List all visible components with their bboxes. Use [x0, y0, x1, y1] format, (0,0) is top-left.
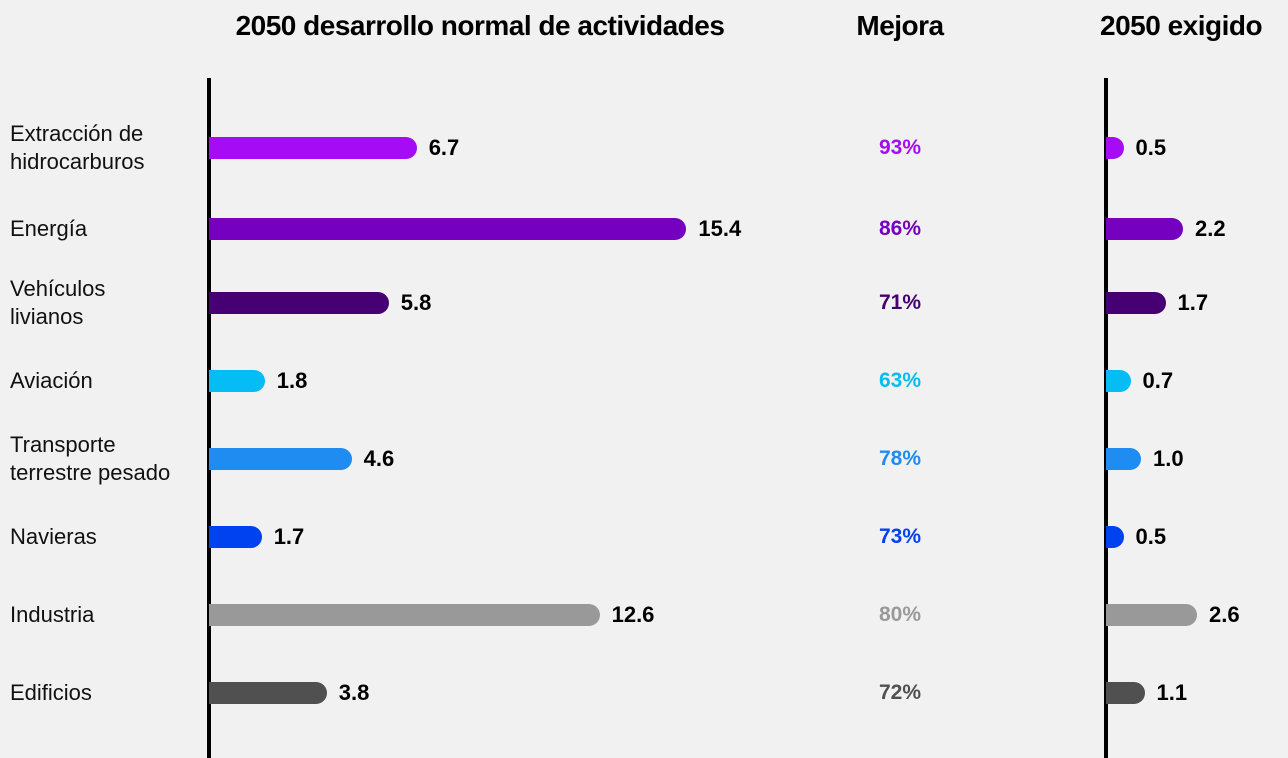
percent-label: 86%	[878, 217, 922, 240]
value-label: 0.7	[1142, 368, 1174, 393]
category-label: Edificios	[10, 680, 92, 705]
value-label: 1.8	[276, 368, 308, 393]
bar	[209, 218, 687, 240]
category-label: Industria	[10, 602, 95, 627]
bar	[1106, 370, 1131, 392]
value-label: 4.6	[363, 446, 395, 471]
percent-label: 73%	[878, 525, 922, 548]
category-label: Transporte terrestre pesado	[10, 432, 171, 485]
bar	[209, 526, 262, 548]
percent-label: 78%	[878, 447, 922, 470]
category-label: Extracción de hidrocarburos	[10, 121, 145, 174]
bar	[1106, 682, 1145, 704]
category-label: Navieras	[10, 524, 97, 549]
bar	[209, 448, 352, 470]
value-label: 1.7	[273, 524, 305, 549]
percent-label: 71%	[878, 291, 922, 314]
bar	[209, 137, 417, 159]
percent-label: 93%	[878, 136, 922, 159]
value-label: 1.1	[1156, 680, 1188, 705]
value-label: 2.6	[1209, 602, 1240, 627]
bar	[1106, 526, 1124, 548]
value-label: 1.0	[1153, 446, 1184, 471]
percent-label: 72%	[878, 681, 922, 704]
category-label: Energía	[10, 216, 88, 241]
value-label: 6.7	[428, 135, 460, 160]
percent-label: 80%	[878, 603, 922, 626]
axis-line	[207, 78, 211, 758]
bar	[1106, 218, 1183, 240]
bar	[1106, 604, 1197, 626]
bar	[209, 604, 600, 626]
bar	[1106, 292, 1166, 314]
value-label: 0.5	[1135, 135, 1167, 160]
value-label: 1.7	[1177, 290, 1209, 315]
bar	[209, 682, 327, 704]
bar	[209, 292, 389, 314]
category-label: Vehículos livianos	[10, 276, 106, 329]
bar	[1106, 448, 1141, 470]
value-label: 5.8	[400, 290, 432, 315]
value-label: 12.6	[611, 602, 655, 627]
bar	[209, 370, 265, 392]
axis-line	[1104, 78, 1108, 758]
value-label: 3.8	[338, 680, 370, 705]
panel-title: 2050 desarrollo normal de actividades	[235, 10, 725, 41]
bar	[1106, 137, 1124, 159]
value-label: 2.2	[1195, 216, 1226, 241]
panel-title: Mejora	[856, 10, 944, 41]
value-label: 15.4	[698, 216, 742, 241]
percent-label: 63%	[878, 369, 922, 392]
value-label: 0.5	[1135, 524, 1167, 549]
panel-title: 2050 exigido	[1100, 10, 1263, 41]
category-label: Aviación	[10, 368, 93, 393]
